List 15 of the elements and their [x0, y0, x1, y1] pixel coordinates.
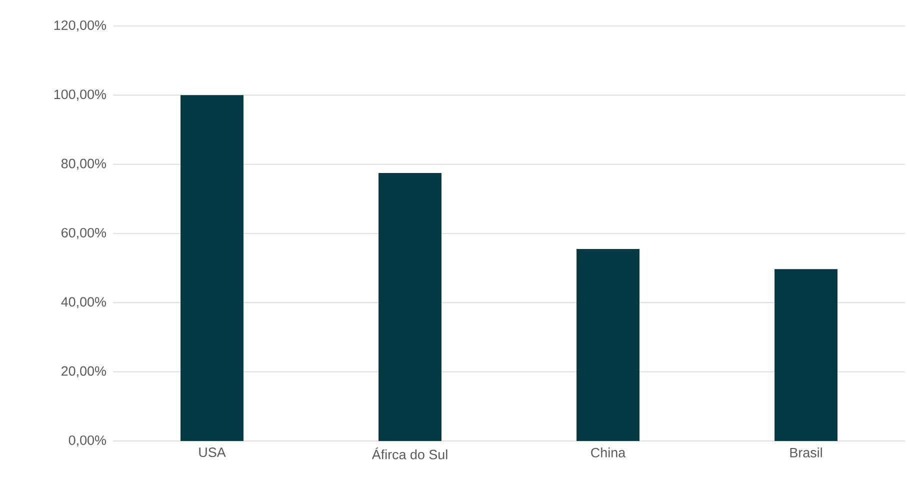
- y-tick-label: 0,00%: [68, 435, 106, 447]
- y-tick-label: 80,00%: [61, 158, 106, 170]
- bar: [774, 269, 838, 441]
- y-tick-label: 20,00%: [62, 366, 106, 378]
- y-tick-label: 100,00%: [54, 90, 106, 101]
- y-tick-label: 120,00%: [54, 20, 106, 32]
- bar: [576, 249, 640, 441]
- x-tick-label: USA: [199, 448, 226, 458]
- bar: [378, 172, 442, 441]
- y-tick-label: 40,00%: [61, 297, 106, 308]
- x-tick-label: Áfirca do Sul: [372, 448, 448, 460]
- x-tick-label: China: [591, 448, 626, 458]
- y-tick-label: 60,00%: [62, 228, 106, 240]
- bar: [180, 95, 244, 441]
- x-tick-label: Brasil: [790, 448, 822, 458]
